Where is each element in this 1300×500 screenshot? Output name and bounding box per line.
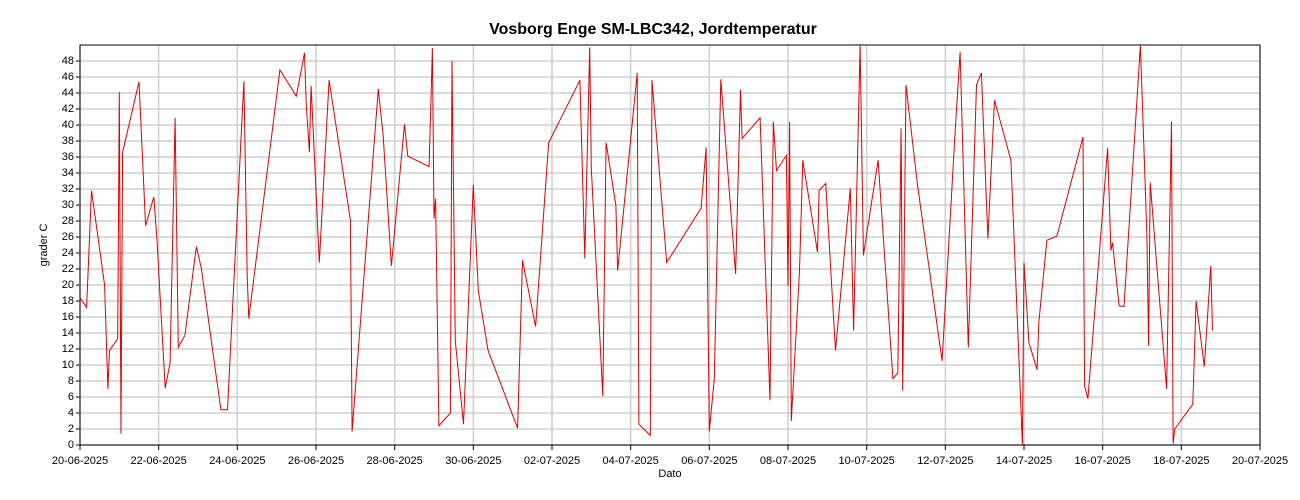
x-tick-label: 04-07-2025	[603, 455, 659, 467]
x-tick-label: 26-06-2025	[288, 455, 344, 467]
y-tick-label: 16	[62, 311, 74, 323]
x-tick-label: 24-06-2025	[209, 455, 265, 467]
y-tick-label: 12	[62, 343, 74, 355]
x-tick-label: 08-07-2025	[760, 455, 816, 467]
y-tick-label: 18	[62, 295, 74, 307]
y-tick-label: 36	[62, 151, 74, 163]
x-tick-label: 20-06-2025	[52, 455, 108, 467]
x-tick-label: 06-07-2025	[681, 455, 737, 467]
y-tick-label: 34	[62, 167, 74, 179]
x-tick-label: 14-07-2025	[996, 455, 1052, 467]
x-tick-label: 22-06-2025	[131, 455, 187, 467]
plot-frame	[79, 44, 1261, 446]
y-tick-label: 26	[62, 231, 74, 243]
x-tick-label: 10-07-2025	[839, 455, 895, 467]
x-tick-label: 02-07-2025	[524, 455, 580, 467]
y-tick-label: 10	[62, 359, 74, 371]
y-tick-label: 48	[62, 55, 74, 67]
y-tick-label: 44	[62, 87, 74, 99]
y-tick-label: 42	[62, 103, 74, 115]
y-tick-label: 14	[62, 327, 74, 339]
y-tick-label: 32	[62, 183, 74, 195]
chart-title: Vosborg Enge SM-LBC342, Jordtemperatur	[489, 21, 817, 38]
x-tick-label: 12-07-2025	[917, 455, 973, 467]
y-tick-label: 40	[62, 119, 74, 131]
y-tick-label: 22	[62, 263, 74, 275]
x-tick-label: 30-06-2025	[445, 455, 501, 467]
y-tick-label: 0	[68, 439, 74, 451]
x-axis-label: Dato	[658, 468, 681, 480]
x-tick-label: 18-07-2025	[1153, 455, 1209, 467]
y-tick-label: 6	[68, 391, 74, 403]
y-tick-label: 8	[68, 375, 74, 387]
y-tick-label: 30	[62, 199, 74, 211]
data-line	[79, 44, 1213, 446]
y-tick-label: 38	[62, 135, 74, 147]
y-tick-label: 24	[62, 247, 74, 259]
x-tick-label: 20-07-2025	[1232, 455, 1288, 467]
y-tick-label: 4	[68, 407, 74, 419]
y-tick-label: 28	[62, 215, 74, 227]
y-tick-label: 2	[68, 423, 74, 435]
y-tick-label: 20	[62, 279, 74, 291]
y-tick-label: 46	[62, 71, 74, 83]
x-tick-label: 16-07-2025	[1075, 455, 1131, 467]
y-axis-label: grader C	[38, 224, 50, 267]
x-tick-label: 28-06-2025	[367, 455, 423, 467]
